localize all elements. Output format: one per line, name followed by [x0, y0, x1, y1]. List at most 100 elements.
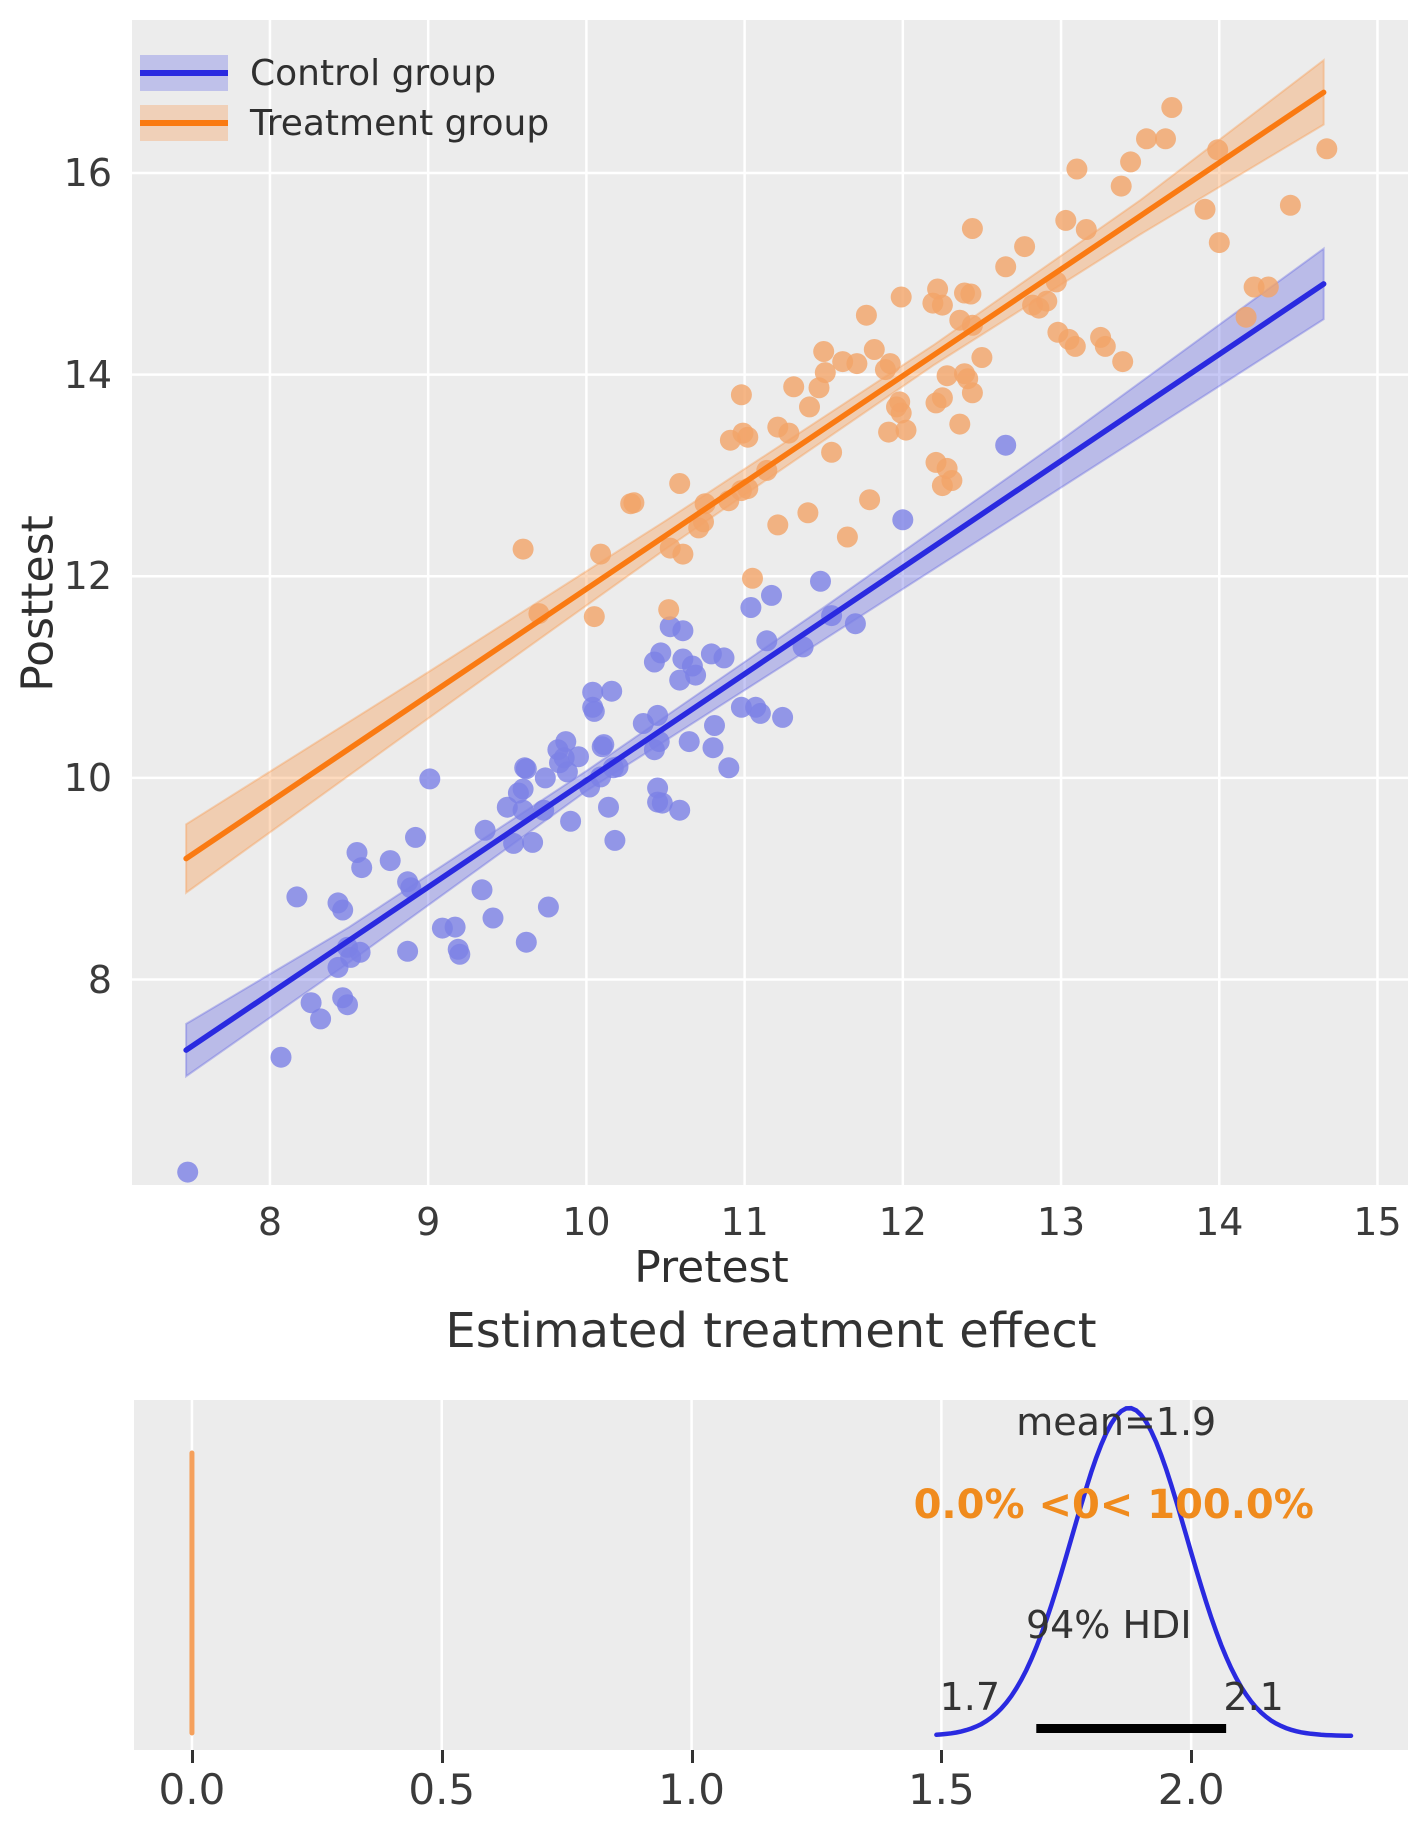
hdi-lower-label: 1.7 — [939, 1675, 1001, 1719]
probability-annotation: 0.0% <0< 100.0% — [913, 1482, 1314, 1528]
treatment-data-point — [1036, 290, 1058, 312]
hdi-upper-label: 2.1 — [1223, 1675, 1284, 1719]
control-data-point — [286, 886, 308, 908]
x-tick-label: 13 — [1036, 1200, 1086, 1244]
x-tick-mark — [690, 1750, 694, 1763]
x-tick-label: 0.5 — [408, 1765, 476, 1814]
control-data-point — [512, 799, 534, 821]
treatment-data-point — [730, 384, 752, 406]
control-data-point — [772, 706, 794, 728]
treatment-data-point — [1094, 335, 1116, 357]
control-data-point — [792, 636, 814, 658]
x-tick-label: 2.0 — [1157, 1765, 1225, 1814]
treatment-data-point — [821, 441, 843, 463]
control-data-point — [602, 757, 624, 779]
treatment-data-point — [1155, 128, 1176, 150]
control-data-point — [749, 702, 771, 724]
treatment-data-point — [890, 402, 912, 424]
treatment-data-point — [957, 368, 979, 390]
treatment-data-point — [767, 514, 789, 536]
treatment-data-point — [737, 426, 759, 448]
control-data-point — [647, 704, 669, 726]
control-line-swatch-icon — [140, 55, 228, 91]
control-data-point — [718, 757, 740, 779]
x-tick-label: 8 — [257, 1200, 283, 1244]
treatment-data-point — [995, 256, 1017, 278]
control-regression-line — [183, 281, 1327, 1053]
treatment-data-point — [1120, 151, 1142, 173]
treatment-data-point — [859, 489, 881, 511]
treatment-data-point — [1316, 138, 1338, 160]
treatment-data-point — [783, 376, 805, 398]
treatment-data-point — [925, 392, 947, 414]
y-axis-label: Posttest — [12, 515, 64, 692]
control-data-point — [482, 907, 504, 929]
treatment-effect-plot: mean=1.9 0.0% <0< 100.0% 94% HDI 1.7 2.1 — [134, 1400, 1408, 1750]
treatment-line-icon — [140, 120, 228, 126]
control-data-point — [756, 630, 778, 652]
control-data-point — [397, 940, 419, 962]
y-tick-label: 14 — [63, 352, 112, 397]
legend-label-treatment: Treatment group — [250, 102, 550, 144]
treatment-data-point — [1235, 306, 1257, 328]
treatment-data-point — [895, 419, 917, 441]
pretest-posttest-plot — [132, 20, 1408, 1185]
x-tick-label: 11 — [720, 1200, 769, 1244]
treatment-data-point — [878, 421, 900, 443]
control-data-point — [650, 642, 672, 664]
x-tick-label: 10 — [562, 1200, 611, 1244]
control-data-point — [740, 597, 762, 618]
control-data-point — [515, 931, 537, 953]
treatment-data-point — [512, 538, 534, 560]
control-data-point — [449, 943, 471, 965]
control-data-point — [995, 434, 1017, 456]
legend-item-treatment: Treatment group — [140, 98, 549, 148]
treatment-data-point — [1161, 97, 1183, 118]
treatment-data-point — [960, 283, 982, 305]
control-data-point — [704, 715, 725, 736]
control-data-point — [669, 669, 691, 691]
control-data-point — [332, 987, 354, 1009]
treatment-regression-line — [183, 89, 1327, 862]
treatment-data-point — [672, 543, 694, 565]
control-data-point — [556, 761, 578, 783]
treatment-data-point — [623, 492, 645, 514]
control-data-point — [598, 796, 619, 818]
control-data-point — [685, 664, 707, 686]
x-tick-label: 1.0 — [658, 1765, 725, 1814]
control-data-point — [568, 746, 589, 768]
control-data-point — [300, 992, 322, 1014]
y-tick-label: 12 — [63, 554, 112, 599]
treatment-data-point — [590, 543, 612, 565]
treatment-data-point — [949, 413, 971, 435]
control-data-point — [892, 509, 914, 531]
control-data-point — [669, 799, 691, 821]
treatment-data-point — [742, 567, 763, 589]
control-data-point — [522, 831, 544, 853]
control-line-icon — [140, 70, 228, 76]
control-data-point — [844, 613, 866, 635]
control-data-point — [651, 792, 673, 814]
treatment-data-point — [936, 365, 958, 387]
control-data-point — [555, 731, 577, 753]
x-tick-label: 12 — [878, 1200, 927, 1244]
legend-item-control: Control group — [140, 48, 549, 98]
treatment-data-point — [863, 339, 885, 360]
x-tick-mark — [190, 1750, 194, 1763]
treatment-data-point — [1075, 219, 1097, 240]
control-data-point — [310, 1008, 332, 1030]
x-tick-label: 15 — [1353, 1200, 1402, 1244]
x-tick-mark — [1190, 1750, 1194, 1763]
control-data-point — [582, 681, 604, 703]
control-data-point — [444, 916, 466, 938]
treatment-data-point — [813, 341, 835, 362]
treatment-data-point — [1055, 209, 1077, 231]
treatment-data-point — [1279, 194, 1301, 216]
treatment-data-point — [1110, 175, 1132, 197]
control-data-point — [514, 757, 536, 779]
treatment-line-swatch-icon — [140, 105, 228, 141]
treatment-data-point — [799, 396, 820, 418]
control-data-point — [537, 896, 559, 918]
control-data-point — [379, 850, 401, 872]
